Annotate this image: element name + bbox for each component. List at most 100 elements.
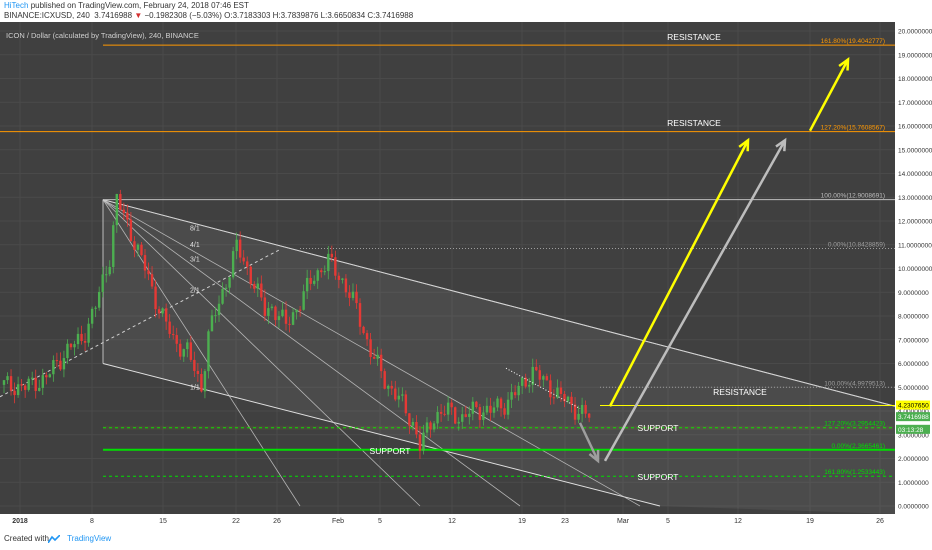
candle-body	[478, 407, 482, 420]
candle-body	[566, 396, 570, 402]
candle-body	[535, 366, 538, 371]
candle-body	[397, 395, 400, 400]
candle-body	[90, 308, 94, 324]
candle-body	[489, 405, 492, 413]
candle-body	[334, 257, 337, 276]
candle-body	[143, 255, 147, 271]
price-tick-label: 9.0000000	[898, 290, 929, 297]
candle-body	[313, 280, 316, 284]
publisher-name[interactable]: HiTech	[4, 1, 29, 10]
candle-body	[302, 291, 305, 310]
candle-body	[217, 303, 221, 316]
price-tick-label: 4.0000000	[898, 409, 929, 416]
candle-body	[221, 288, 224, 304]
level-label: RESISTANCE	[667, 118, 721, 128]
candle-body	[48, 374, 52, 378]
price-axis[interactable]: 20.0000000 19.0000000 18.0000000 17.0000000…	[896, 29, 932, 511]
price-tick-label: 0.0000000	[898, 504, 929, 511]
price-tag-label: 3.7416988	[898, 414, 929, 421]
candle-body	[59, 360, 62, 370]
candle-body	[439, 411, 443, 414]
candle-body	[256, 283, 259, 289]
candle-body	[461, 414, 464, 422]
time-tick-label: 26	[273, 518, 281, 525]
price-chart[interactable]: 8/1 4/1 3/1 2/1 1/1 161.80%(19.4042777) RESIS…	[0, 22, 932, 530]
candle-body	[31, 377, 34, 379]
projection-arrows	[578, 56, 850, 464]
price-tag	[896, 400, 930, 410]
tradingview-link[interactable]: TradingView	[67, 534, 112, 543]
candle-body	[450, 402, 453, 408]
candle-body	[355, 291, 358, 304]
candle-body	[457, 421, 460, 424]
price-tick-label: 10.0000000	[898, 266, 932, 273]
candle-body	[288, 323, 291, 325]
last-price: 3.7416988	[94, 11, 133, 20]
candle-body	[80, 333, 83, 342]
candle-body	[164, 308, 168, 322]
candle-body	[172, 333, 175, 336]
candle-body	[267, 308, 270, 316]
candle-body	[425, 422, 429, 433]
fib-label: 100.00%(4.9979513)	[824, 380, 885, 387]
candle-body	[552, 397, 556, 399]
candle-body	[175, 335, 178, 344]
candle-body	[298, 309, 302, 311]
candle-body	[418, 434, 422, 451]
price-tick-label: 16.0000000	[898, 124, 932, 131]
dotted-trendline	[505, 367, 581, 410]
candle-body	[115, 193, 118, 226]
candle-body	[362, 326, 365, 334]
candle-body	[6, 376, 9, 381]
price-tick-label: 6.0000000	[898, 361, 929, 368]
time-tick-label: Mar	[617, 518, 630, 525]
time-tick-label: 8	[90, 518, 94, 525]
candle-body	[323, 271, 326, 273]
candle-body	[284, 309, 288, 324]
candle-body	[260, 283, 263, 298]
time-axis[interactable]: 2018 8 15 22 26 Feb 5 12 19 23 Mar 5 12 19 26	[12, 518, 884, 525]
channel-lower-line	[102, 363, 661, 507]
candle-body	[471, 401, 475, 414]
candle-body	[531, 366, 534, 385]
candle-body	[503, 408, 506, 415]
candle-body	[510, 392, 513, 400]
level-label: SUPPORT	[370, 446, 411, 456]
fan-line	[102, 199, 521, 507]
candle-body	[189, 342, 193, 360]
candle-body	[133, 241, 136, 250]
price-tick-label: 11.0000000	[898, 242, 932, 249]
candle-body	[235, 239, 238, 252]
candle-body	[341, 278, 344, 280]
price-tick-label: 15.0000000	[898, 147, 932, 154]
candle-body	[468, 413, 471, 417]
level-label: RESISTANCE	[713, 387, 767, 397]
fan-line	[102, 199, 896, 407]
fib-label: 127.20%(3.2954423)	[824, 421, 885, 428]
candle-body	[580, 404, 584, 414]
candle-body	[281, 309, 284, 317]
candle-body	[492, 407, 496, 413]
candle-body	[295, 309, 298, 313]
candle-body	[372, 356, 376, 359]
candle-body	[404, 394, 408, 414]
candle-body	[20, 384, 23, 386]
candle-body	[108, 267, 111, 275]
candle-body	[231, 251, 235, 278]
grid	[0, 22, 895, 514]
candle-body	[429, 422, 432, 430]
arrow-gray-up-head	[775, 137, 787, 152]
tradingview-logo-icon	[48, 535, 60, 543]
candle-body	[119, 193, 122, 210]
candle-body	[277, 316, 281, 321]
candle-body	[62, 358, 66, 370]
candle-body	[101, 274, 104, 292]
candle-body	[270, 306, 274, 309]
fan-line	[102, 199, 421, 507]
price-tick-label: 14.0000000	[898, 171, 932, 178]
candle-body	[499, 398, 503, 409]
candle-body	[542, 376, 545, 380]
candle-body	[520, 377, 524, 386]
candle-body	[193, 359, 196, 371]
candle-body	[274, 306, 277, 321]
